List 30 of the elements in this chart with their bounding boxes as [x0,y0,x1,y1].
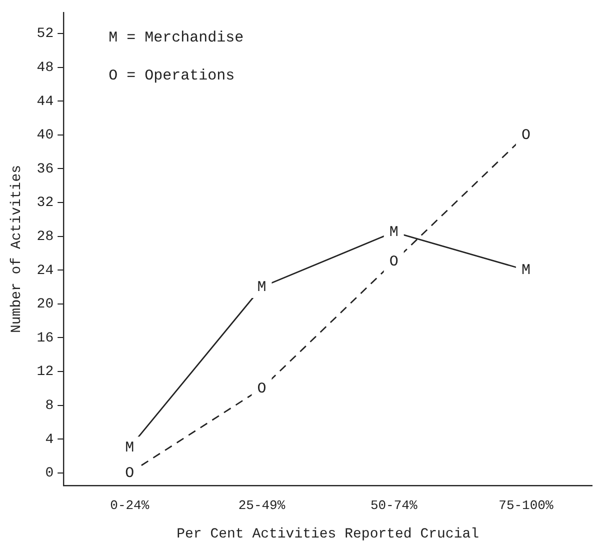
y-tick-label: 24 [36,262,54,279]
data-label: O [257,380,266,398]
y-tick-label: 0 [45,466,54,482]
y-tick-label: 4 [45,432,54,448]
data-label: M [257,278,266,296]
annotation: O = Operations [108,67,235,84]
y-tick-label: 20 [36,296,54,313]
y-tick-label: 28 [36,229,54,246]
y-tick-label: 52 [36,26,54,42]
y-tick-label: 12 [36,364,54,380]
y-tick-label: 40 [36,128,54,144]
x-tick-label: 25-49% [238,498,286,513]
x-tick-label: 0-24% [110,498,150,513]
x-tick-label: 50-74% [370,498,418,513]
y-tick-label: 32 [36,195,54,212]
data-label: M [521,262,530,280]
data-label: O [389,254,398,271]
data-label: O [125,464,134,482]
data-label: O [521,126,530,144]
y-tick-label: 8 [45,398,54,414]
y-axis-title: Number of Activities [9,164,26,334]
annotation: M = Merchandise [108,29,244,46]
data-label: M [389,224,398,242]
y-tick-label: 48 [36,60,54,76]
x-axis-title: Per Cent Activities Reported Crucial [176,526,480,542]
x-tick-label: 75-100% [498,498,554,513]
y-tick-label: 16 [36,330,54,346]
y-tick-label: 44 [36,94,54,110]
data-label: M [125,440,134,457]
y-tick-label: 36 [36,161,54,178]
